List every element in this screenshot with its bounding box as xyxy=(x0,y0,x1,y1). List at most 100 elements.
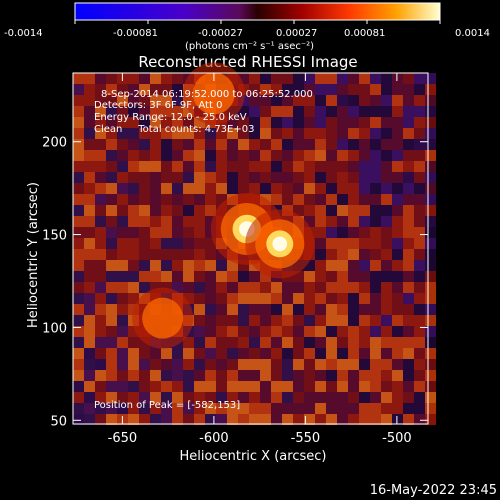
heatmap-cell xyxy=(117,403,128,414)
heatmap-cell xyxy=(128,282,139,293)
heatmap-cell xyxy=(282,194,293,205)
heatmap-cell xyxy=(403,315,414,326)
heatmap-cell xyxy=(150,84,161,95)
heatmap-cell xyxy=(392,326,403,337)
heatmap-cell xyxy=(183,106,194,117)
heatmap-cell xyxy=(381,260,392,271)
heatmap-cell xyxy=(337,348,348,359)
heatmap-cell xyxy=(271,282,282,293)
heatmap-cell xyxy=(392,150,403,161)
heatmap-cell xyxy=(271,73,282,84)
heatmap-cell xyxy=(403,238,414,249)
heatmap-cell xyxy=(315,128,326,139)
heatmap-cell xyxy=(359,337,370,348)
heatmap-cell xyxy=(304,139,315,150)
heatmap-cell xyxy=(161,117,172,128)
heatmap-cell xyxy=(194,337,205,348)
heatmap-cell xyxy=(227,271,238,282)
colorbar-units-label: (photons cm⁻² s⁻¹ asec⁻²) xyxy=(185,41,314,52)
heatmap-cell xyxy=(260,106,271,117)
heatmap-cell xyxy=(348,106,359,117)
heatmap-cell xyxy=(73,172,84,183)
heatmap-cell xyxy=(348,238,359,249)
heatmap-cell xyxy=(84,414,95,425)
heatmap-cell xyxy=(95,370,106,381)
heatmap-cell xyxy=(381,326,392,337)
heatmap-cell xyxy=(414,117,425,128)
heatmap-cell xyxy=(139,282,150,293)
heatmap-cell xyxy=(392,392,403,403)
heatmap-cell xyxy=(139,117,150,128)
heatmap-cell xyxy=(315,370,326,381)
heatmap-cell xyxy=(315,392,326,403)
heatmap-cell xyxy=(359,194,370,205)
heatmap-cell xyxy=(194,161,205,172)
heatmap-cell xyxy=(95,381,106,392)
heatmap-cell xyxy=(425,73,436,84)
heatmap-cell xyxy=(150,348,161,359)
heatmap-cell xyxy=(106,106,117,117)
heatmap-cell xyxy=(150,106,161,117)
heatmap-cell xyxy=(95,403,106,414)
heatmap-cell xyxy=(260,84,271,95)
heatmap-cell xyxy=(392,337,403,348)
heatmap-cell xyxy=(271,161,282,172)
heatmap-cell xyxy=(205,249,216,260)
heatmap-cell xyxy=(139,403,150,414)
heatmap-cell xyxy=(139,370,150,381)
heatmap-cell xyxy=(304,381,315,392)
heatmap-cell xyxy=(359,403,370,414)
heatmap-cell xyxy=(95,315,106,326)
heatmap-cell xyxy=(337,128,348,139)
heatmap-cell xyxy=(139,381,150,392)
heatmap-cell xyxy=(73,117,84,128)
heatmap-cell xyxy=(205,161,216,172)
heatmap-cell xyxy=(381,381,392,392)
detectors-info: Detectors: 3F 6F 9F, Att 0 xyxy=(94,100,222,111)
heatmap-cell xyxy=(238,172,249,183)
heatmap-cell xyxy=(227,172,238,183)
heatmap-cell xyxy=(249,359,260,370)
heatmap-cell xyxy=(381,227,392,238)
heatmap-cell xyxy=(95,172,106,183)
heatmap-cell xyxy=(392,183,403,194)
heatmap-cell xyxy=(238,161,249,172)
heatmap-cell xyxy=(106,370,117,381)
heatmap-cell xyxy=(205,293,216,304)
heatmap-cell xyxy=(425,161,436,172)
heatmap-cell xyxy=(414,139,425,150)
heatmap-cell xyxy=(392,381,403,392)
heatmap-cell xyxy=(425,216,436,227)
heatmap-cell xyxy=(403,293,414,304)
heatmap-cell xyxy=(194,227,205,238)
heatmap-cell xyxy=(370,392,381,403)
heatmap-cell xyxy=(260,403,271,414)
heatmap-cell xyxy=(84,73,95,84)
heatmap-cell xyxy=(337,359,348,370)
heatmap-cell xyxy=(348,227,359,238)
heatmap-cell xyxy=(348,337,359,348)
heatmap-cell xyxy=(84,139,95,150)
heatmap-cell xyxy=(414,315,425,326)
heatmap-cell xyxy=(359,106,370,117)
heatmap-cell xyxy=(337,370,348,381)
heatmap-cell xyxy=(95,271,106,282)
heatmap-cell xyxy=(414,84,425,95)
heatmap-cell xyxy=(194,403,205,414)
heatmap-cell xyxy=(381,359,392,370)
heatmap-cell xyxy=(293,293,304,304)
heatmap-cell xyxy=(73,73,84,84)
heatmap-cell xyxy=(95,128,106,139)
heatmap-cell xyxy=(95,139,106,150)
heatmap-cell xyxy=(194,205,205,216)
heatmap-cell xyxy=(139,95,150,106)
heatmap-cell xyxy=(161,95,172,106)
heatmap-cell xyxy=(304,403,315,414)
y-tick-label: 100 xyxy=(42,321,67,336)
heatmap-cell xyxy=(150,381,161,392)
heatmap-cell xyxy=(106,293,117,304)
heatmap-cell xyxy=(381,348,392,359)
heatmap-cell xyxy=(381,414,392,425)
heatmap-cell xyxy=(216,172,227,183)
heatmap-cell xyxy=(414,326,425,337)
